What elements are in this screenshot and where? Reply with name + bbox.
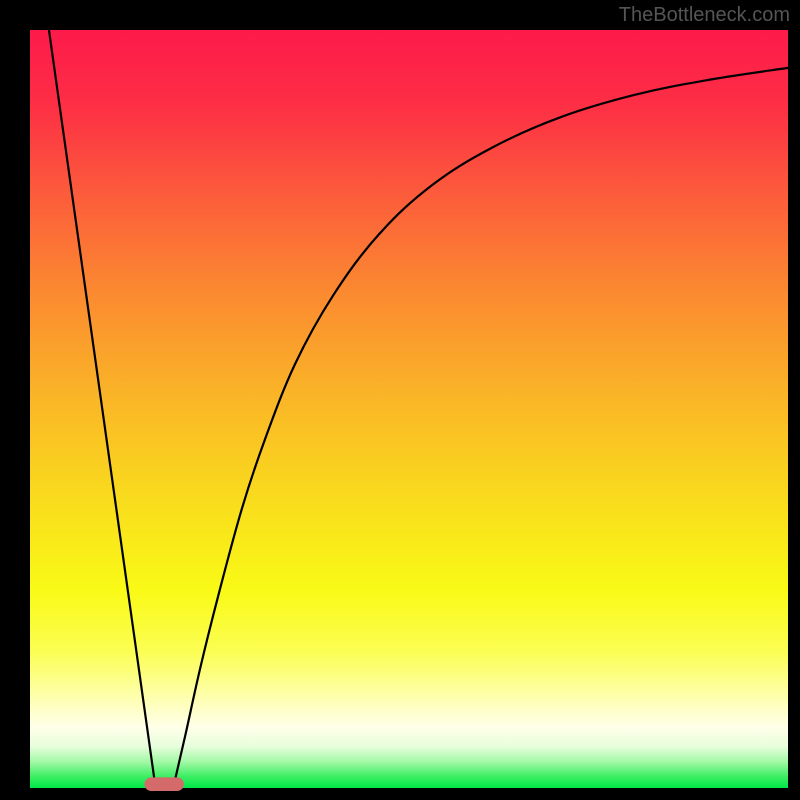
bottleneck-chart [0, 0, 800, 800]
optimal-point-marker [144, 777, 183, 791]
plot-background [30, 30, 788, 788]
chart-container: { "watermark": { "text": "TheBottleneck.… [0, 0, 800, 800]
watermark-text: TheBottleneck.com [619, 4, 790, 27]
